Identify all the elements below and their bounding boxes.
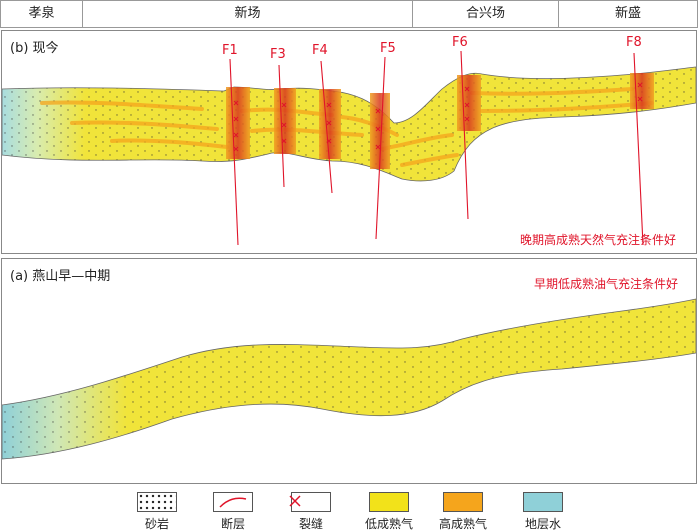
fault-label-f8: F8 — [626, 35, 642, 50]
panel-yanshan-note: 早期低成熟油气充注条件好 — [534, 277, 679, 291]
legend-label: 砂岩 — [144, 517, 169, 531]
legend-label: 高成熟气 — [438, 517, 487, 531]
legend-item-fracture: 裂缝 — [276, 492, 346, 532]
legend: 砂岩 断层 裂缝 低成熟气 高成熟气 地层水 — [0, 486, 700, 532]
legend-label: 裂缝 — [298, 517, 323, 531]
legend-label: 地层水 — [524, 517, 561, 531]
fault-label-f1: F1 — [222, 43, 238, 58]
panel-yanshan-label: (a) 燕山早—中期 — [10, 269, 111, 284]
fault-label-f6: F6 — [452, 35, 468, 50]
fault-label-f3: F3 — [270, 47, 286, 62]
sandstone-pattern-icon — [137, 492, 177, 512]
location-header: 孝泉 新场 合兴场 新盛 — [0, 0, 698, 28]
fault-label-f4: F4 — [312, 43, 328, 58]
location-xinsheng: 新盛 — [614, 6, 641, 21]
fracture-cross-icon — [289, 492, 331, 512]
legend-item-low-mature-gas: 低成熟气 — [354, 492, 424, 532]
fault-label-f5: F5 — [380, 41, 396, 56]
present-section-diagram — [2, 50, 696, 246]
panel-present-label: (b) 现今 — [10, 41, 59, 56]
legend-item-formation-water: 地层水 — [508, 492, 578, 532]
location-xinchang: 新场 — [83, 1, 413, 27]
fault-lines — [229, 50, 644, 246]
location-xiaoquan: 孝泉 — [1, 1, 83, 27]
legend-item-sandstone: 砂岩 — [122, 492, 192, 532]
location-hexingchang: 合兴场 — [413, 1, 559, 27]
fault-line-icon — [213, 492, 253, 512]
high-mature-gas-swatch-icon — [443, 492, 483, 512]
panel-present-note: 晚期高成熟天然气充注条件好 — [520, 233, 677, 247]
panel-present: (b) 现今 晚期高成熟天然气充注条件好 F1 F3 F4 F5 F6 F8 — [1, 30, 697, 254]
legend-item-high-mature-gas: 高成熟气 — [428, 492, 498, 532]
legend-item-fault: 断层 — [198, 492, 268, 532]
fault-zones — [226, 73, 654, 169]
fracture-marks — [233, 82, 643, 152]
legend-label: 断层 — [220, 517, 245, 531]
yanshan-section-diagram — [2, 298, 696, 460]
legend-label: 低成熟气 — [364, 517, 413, 531]
low-mature-gas-swatch-icon — [369, 492, 409, 512]
formation-water-swatch-icon — [523, 492, 563, 512]
panel-yanshan: (a) 燕山早—中期 早期低成熟油气充注条件好 — [1, 258, 697, 484]
